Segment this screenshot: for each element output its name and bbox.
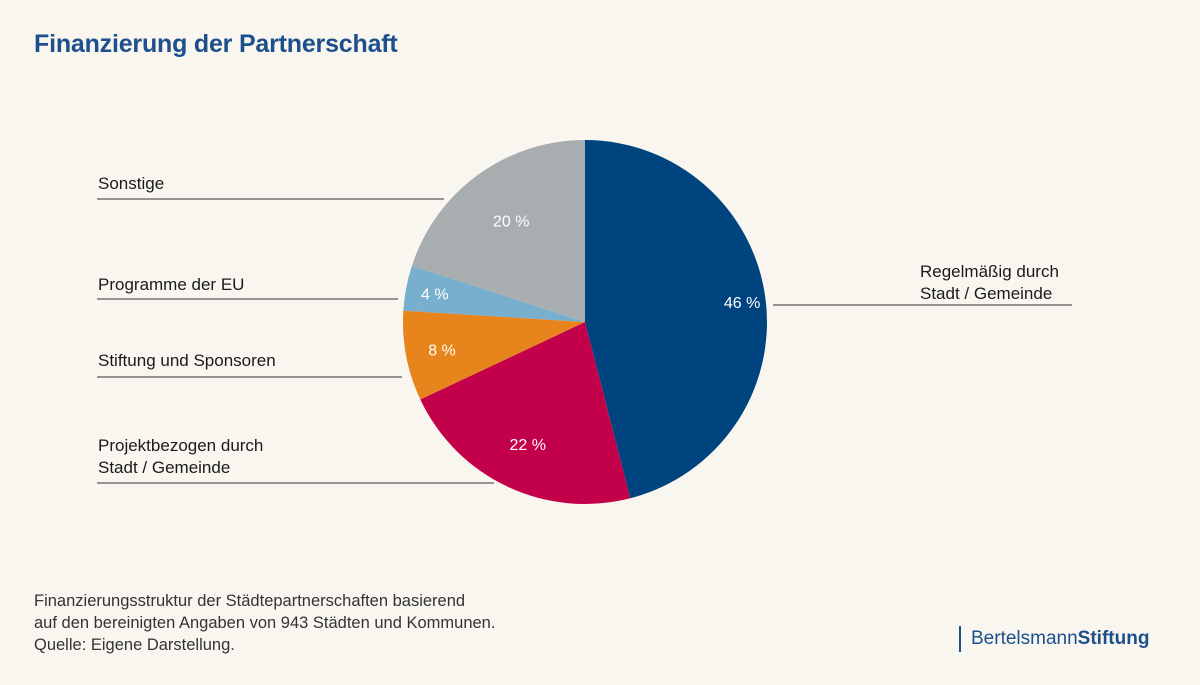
footnote-line-1: Finanzierungsstruktur der Städtepartners… — [34, 592, 466, 610]
pie-slice — [403, 265, 585, 322]
slice-value-label: 20 % — [493, 213, 529, 230]
footnote-line-2: auf den bereinigten Angaben von 943 Städ… — [34, 614, 496, 632]
footnote-line-3: Quelle: Eigene Darstellung. — [34, 636, 235, 654]
slice-value-label: 8 % — [428, 342, 456, 359]
slice-category-label: Programme der EU — [98, 275, 244, 294]
slice-category-label: Stadt / Gemeinde — [920, 284, 1052, 303]
slice-category-label: Regelmäßig durch — [920, 262, 1059, 281]
bertelsmann-stiftung-logo: BertelsmannStiftung — [959, 626, 1149, 652]
slice-category-label: Stiftung und Sponsoren — [98, 351, 276, 370]
slice-category-label: Projektbezogen durch — [98, 436, 263, 455]
slice-category-label: Sonstige — [98, 174, 164, 193]
pie-slice — [420, 322, 631, 504]
logo-part-1: Bertelsmann — [971, 628, 1078, 649]
pie-slice — [403, 310, 585, 400]
pie-slice — [411, 140, 585, 322]
slice-category-label: Stadt / Gemeinde — [98, 458, 230, 477]
logo-part-2: Stiftung — [1077, 628, 1150, 649]
slice-value-label: 46 % — [724, 295, 760, 312]
pie-slice — [585, 140, 767, 499]
chart-title: Finanzierung der Partnerschaft — [34, 30, 398, 58]
slice-value-label: 4 % — [421, 286, 449, 303]
slice-value-label: 22 % — [509, 437, 545, 454]
footnote: Finanzierungsstruktur der Städtepartners… — [34, 590, 495, 656]
